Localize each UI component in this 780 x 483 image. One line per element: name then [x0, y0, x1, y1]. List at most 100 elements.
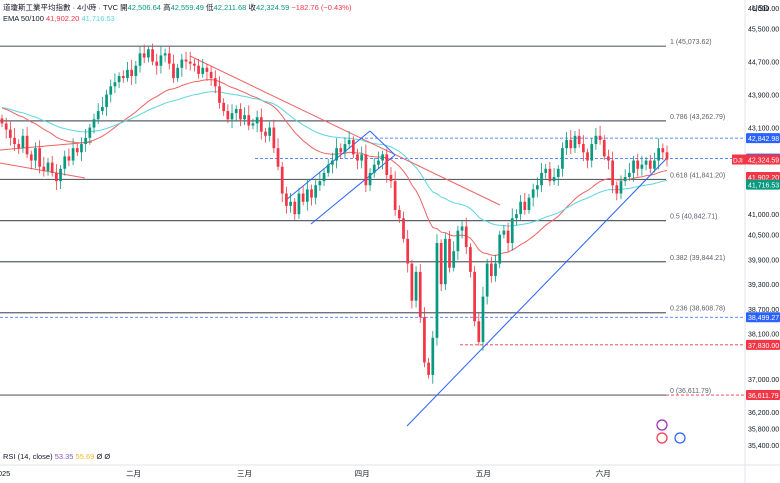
candle-body — [594, 135, 598, 145]
candle-body — [46, 162, 50, 171]
candle-body — [494, 263, 497, 276]
candle-body — [268, 127, 272, 136]
candle-body — [523, 201, 527, 211]
event-icons[interactable] — [656, 419, 686, 444]
candle-body — [180, 59, 184, 68]
candle-body — [481, 296, 485, 342]
channel-cap — [369, 130, 396, 156]
price-tags: 42,842.9842,347.0042,324.59DJI41,902.204… — [732, 133, 780, 401]
candle-body — [527, 197, 531, 211]
y-tick-label: 46,000.00 — [748, 6, 779, 13]
candle-body — [255, 117, 259, 124]
candle-body — [393, 181, 397, 211]
candle-body — [272, 127, 276, 149]
y-tick-label: 43,100.00 — [748, 126, 779, 133]
x-tick-label: 三月 — [237, 469, 252, 478]
x-tick-label: 二月 — [126, 469, 141, 478]
price-tag-symbol: DJI — [733, 158, 743, 165]
ema50-value: 41,902.20 — [45, 14, 80, 23]
candle-body — [535, 185, 539, 190]
candle-body — [71, 148, 75, 161]
candle-body — [197, 65, 200, 74]
candle-body — [556, 168, 560, 178]
fib-label: 0.618 (41,841.20) — [670, 172, 725, 179]
candle-body — [38, 148, 42, 167]
candle-body — [130, 69, 134, 77]
candle-body — [105, 94, 108, 107]
price-tag: 36,611.79 — [748, 393, 779, 400]
candle-body — [159, 55, 163, 66]
candle-body — [310, 189, 313, 198]
candle-body — [498, 234, 502, 264]
candle-body — [276, 148, 280, 167]
price-tag-bg — [746, 390, 780, 401]
candle-body — [347, 139, 351, 145]
price-axis[interactable]: 46,000.00 45,500.00 44,700.00 43,900.00 43,1… — [748, 6, 779, 450]
rsi-legend[interactable]: RSI (14, close) 53.35 55.69 Ø Ø — [3, 452, 110, 462]
candle-body — [92, 119, 96, 128]
candle-body — [147, 49, 150, 58]
y-tick-label: 35,400.00 — [748, 443, 779, 450]
candle-body — [239, 109, 242, 120]
candle-body — [577, 135, 581, 145]
candle-body — [619, 181, 623, 194]
candle-body — [443, 238, 447, 285]
candle-body — [590, 144, 594, 161]
candle-body — [75, 148, 79, 153]
ema-legend[interactable]: EMA 50/100 41,902.20 41,716.53 — [3, 14, 115, 24]
symbol-title[interactable]: 道瓊斯工業平均指數 · 4小時 · TVC — [3, 3, 119, 12]
candle-body — [611, 160, 614, 186]
time-axis[interactable]: 2025 二月 三月 四月 五月 六月 — [0, 468, 611, 478]
y-tick-label: 41,000.00 — [748, 212, 779, 219]
price-tag-symbol-bg — [732, 154, 746, 165]
rsi-avg: 55.69 — [75, 452, 95, 461]
candle-body — [80, 144, 83, 153]
candle-body — [473, 271, 476, 322]
candle-body — [351, 139, 355, 155]
candle-body — [4, 123, 8, 130]
candle-body — [0, 118, 4, 124]
candle-body — [410, 263, 414, 301]
lightning-icon[interactable] — [656, 419, 668, 431]
fib-label: 0.382 (39,844.21) — [670, 255, 725, 262]
candle-body — [636, 160, 640, 169]
us-flag-icon[interactable] — [656, 432, 668, 444]
candle-body — [423, 317, 426, 363]
candle-body — [506, 230, 510, 243]
candle-body — [648, 160, 652, 169]
y-tick-label: 39,300.00 — [748, 282, 779, 289]
candle-body — [452, 251, 456, 268]
candle-body — [469, 247, 472, 272]
candle-body — [205, 67, 209, 72]
y-tick-label: 45,500.00 — [748, 27, 779, 34]
y-tick-label: 35,800.00 — [748, 427, 779, 434]
candle-body — [586, 152, 589, 161]
resistance-line — [0, 141, 93, 151]
candle-body — [289, 201, 292, 206]
y-tick-label: 39,900.00 — [748, 257, 779, 264]
rsi-x2: Ø — [104, 452, 111, 461]
candle-body — [126, 69, 129, 79]
candle-body — [88, 127, 92, 138]
price-tag: 41,716.53 — [748, 183, 779, 190]
candle-body — [142, 53, 146, 58]
candle-body — [176, 67, 180, 79]
candle-body — [431, 337, 435, 375]
candle-body — [364, 154, 368, 186]
us-flag-icon[interactable] — [674, 432, 686, 444]
candle-body — [519, 201, 522, 215]
ema100-value: 41,716.53 — [81, 14, 115, 23]
candle-body — [632, 160, 635, 173]
candle-body — [326, 164, 330, 173]
candle-body — [343, 144, 347, 153]
candle-body — [138, 53, 142, 66]
candle-body — [50, 162, 54, 173]
symbol-header[interactable]: 道瓊斯工業平均指數 · 4小時 · TVC 開42,506.64 高42,559… — [3, 3, 352, 12]
candle-body — [627, 172, 631, 178]
candle-body — [477, 321, 481, 342]
candle-body — [335, 148, 338, 161]
candle-body — [377, 160, 380, 165]
candle-body — [502, 230, 506, 235]
candle-body — [59, 168, 62, 182]
